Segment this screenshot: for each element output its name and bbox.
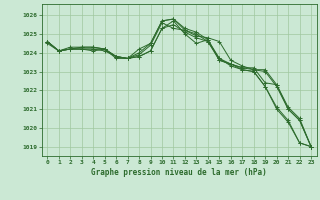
X-axis label: Graphe pression niveau de la mer (hPa): Graphe pression niveau de la mer (hPa) (91, 168, 267, 177)
